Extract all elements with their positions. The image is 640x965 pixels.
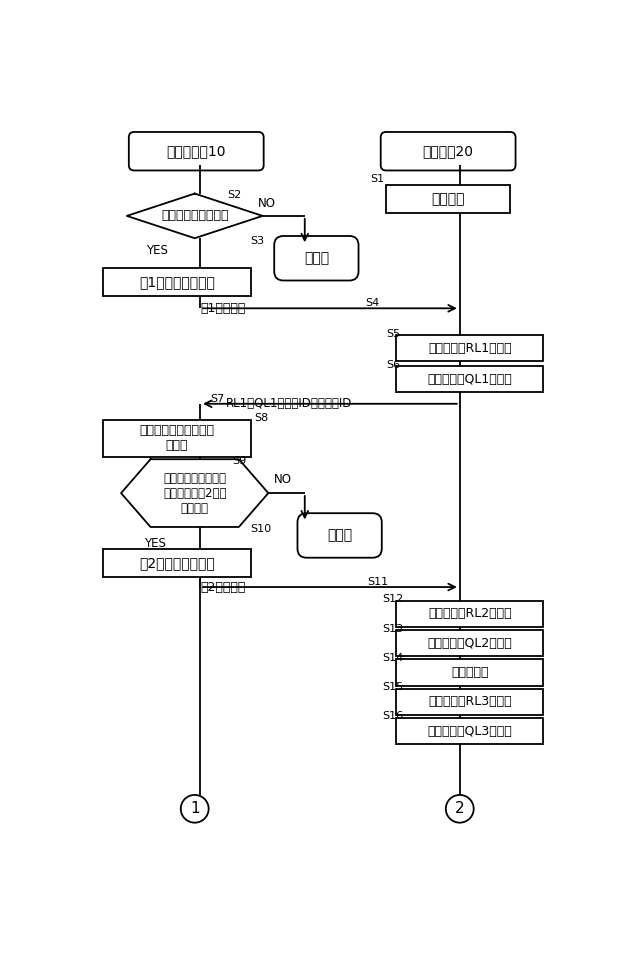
- Text: S6: S6: [386, 360, 400, 370]
- Text: 受信レベル、又は品
質レベルが第2閾値
以下か？: 受信レベル、又は品 質レベルが第2閾値 以下か？: [163, 472, 227, 514]
- Text: 監視機器からのデータ
を取得: 監視機器からのデータ を取得: [140, 425, 214, 453]
- Bar: [396, 601, 543, 627]
- Bar: [396, 366, 543, 392]
- Bar: [396, 630, 543, 656]
- Text: 第2コマンド: 第2コマンド: [201, 581, 246, 593]
- Text: NO: NO: [274, 473, 292, 485]
- Bar: [396, 718, 543, 744]
- Polygon shape: [121, 459, 268, 527]
- Text: 1: 1: [190, 801, 200, 816]
- FancyBboxPatch shape: [274, 236, 358, 281]
- Text: 第2コマンドを生成: 第2コマンドを生成: [139, 556, 215, 570]
- Text: 品質レベルQL2を測定: 品質レベルQL2を測定: [428, 637, 512, 649]
- Text: S9: S9: [232, 455, 246, 466]
- Bar: [103, 420, 250, 456]
- Text: 受信レベルRL2を測定: 受信レベルRL2を測定: [428, 608, 511, 620]
- Text: S2: S2: [227, 190, 241, 200]
- Text: ホスト装置10: ホスト装置10: [166, 144, 226, 158]
- Text: S5: S5: [386, 329, 400, 339]
- Text: RL1／QL1／機器ID／基地局ID: RL1／QL1／機器ID／基地局ID: [226, 398, 352, 410]
- Text: 第1コマンドを生成: 第1コマンドを生成: [139, 275, 215, 290]
- Text: NO: NO: [259, 197, 276, 210]
- Text: 監視機器20: 監視機器20: [422, 144, 474, 158]
- Bar: [396, 659, 543, 685]
- Text: S1: S1: [371, 174, 385, 184]
- FancyBboxPatch shape: [129, 132, 264, 171]
- Text: S3: S3: [250, 236, 264, 246]
- Text: エンド: エンド: [304, 251, 329, 265]
- FancyBboxPatch shape: [381, 132, 516, 171]
- Text: 品質レベルQL1を測定: 品質レベルQL1を測定: [428, 372, 512, 386]
- Bar: [396, 689, 543, 715]
- Text: S7: S7: [210, 394, 225, 404]
- Polygon shape: [127, 194, 262, 238]
- Text: S16: S16: [382, 711, 403, 722]
- Text: YES: YES: [146, 244, 168, 257]
- Bar: [386, 185, 510, 213]
- Text: 監視タイミングか？: 監視タイミングか？: [161, 209, 228, 222]
- Text: 非通電状態: 非通電状態: [451, 666, 488, 679]
- Text: 受信レベルRL3を測定: 受信レベルRL3を測定: [428, 695, 511, 708]
- Text: S10: S10: [250, 524, 271, 535]
- Text: YES: YES: [143, 538, 165, 550]
- Text: S8: S8: [254, 413, 269, 424]
- Text: エンド: エンド: [327, 529, 352, 542]
- Text: 受信レベルRL1を測定: 受信レベルRL1を測定: [428, 342, 511, 355]
- FancyBboxPatch shape: [298, 513, 382, 558]
- Bar: [103, 268, 250, 296]
- Text: 品質レベルQL3を測定: 品質レベルQL3を測定: [428, 725, 512, 737]
- Text: 第1コマンド: 第1コマンド: [201, 302, 246, 315]
- Bar: [396, 335, 543, 362]
- Text: S11: S11: [367, 577, 388, 587]
- Text: S12: S12: [382, 594, 403, 604]
- Text: S14: S14: [382, 653, 403, 663]
- Text: S15: S15: [382, 682, 403, 692]
- Text: 通電状態: 通電状態: [431, 192, 465, 206]
- Bar: [103, 549, 250, 577]
- Text: S4: S4: [365, 298, 380, 308]
- Text: 2: 2: [455, 801, 465, 816]
- Text: S13: S13: [382, 623, 403, 634]
